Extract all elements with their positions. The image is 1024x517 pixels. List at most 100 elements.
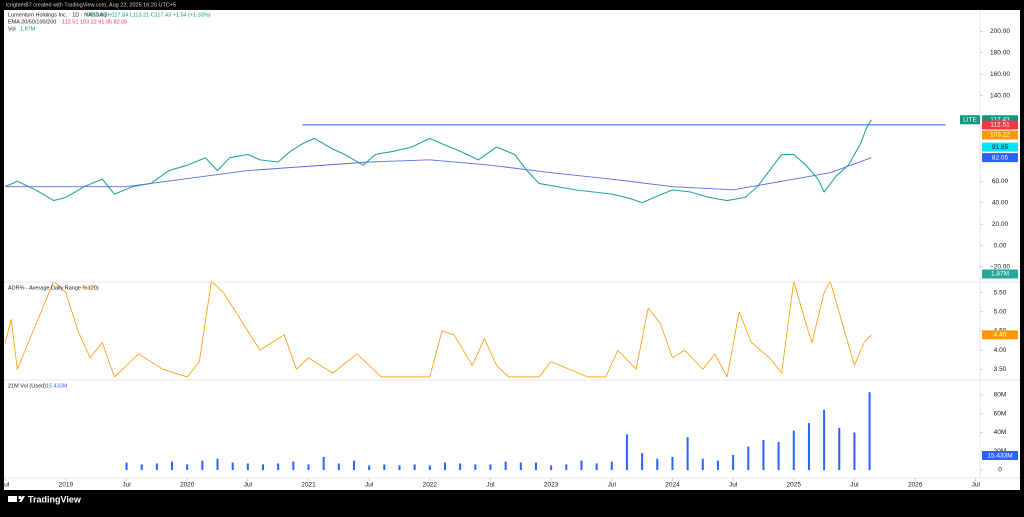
volume-bar (322, 456, 325, 471)
x-tick-label: Jul (729, 482, 738, 489)
volume-bar (853, 432, 856, 471)
indicator-value: 112.51 103.22 91.85 82.05 (62, 19, 127, 25)
volume-label-box (982, 269, 1018, 279)
volume-label-text: 1.87M (991, 271, 1009, 278)
volume-bar (641, 453, 644, 471)
x-tick-label: Jul (608, 482, 617, 489)
y-tick-label: 40.00 (992, 199, 1009, 206)
volume-bar (383, 464, 386, 471)
volume-bar (792, 430, 795, 471)
indicator-name: EMA 20/50/100/200 (8, 19, 56, 25)
symbol-title: Lumentum Holdings Inc. · 1D · NASDAQ (8, 12, 108, 18)
volume-bar (580, 460, 583, 471)
volume-bar (701, 458, 704, 471)
y-tick-label: 80M (994, 392, 1007, 399)
last-value-box (982, 330, 1018, 340)
x-tick-label: 2019 (59, 482, 74, 489)
volume-bar (292, 461, 295, 471)
symbol-tag (960, 115, 980, 125)
pane-title: ADR% - Average Daily Range % (20) (8, 285, 99, 291)
volume-bar (231, 462, 234, 471)
last-value-text: 15.433M (987, 452, 1012, 459)
volume-bar (686, 437, 689, 471)
symbol-tag-text: LITE (963, 116, 977, 123)
last-value-box (982, 451, 1018, 461)
price-label-box (982, 120, 1018, 130)
ohlc: O111.89 H117.84 L113.21 C117.43 +1.54 (+… (86, 12, 211, 18)
x-tick-label: Jul (365, 482, 374, 489)
x-tick-label: 2022 (423, 482, 438, 489)
volume-bar (732, 455, 735, 471)
volume-bar (625, 434, 628, 471)
x-tick-label: 2023 (544, 482, 559, 489)
x-tick-label: Jul (1, 482, 10, 489)
y-tick-label: 20.00 (992, 221, 1009, 228)
y-tick-label: 200.00 (990, 28, 1010, 35)
volume-bar (443, 462, 446, 471)
price-label-text: 82.05 (992, 154, 1009, 161)
chart-area (4, 10, 1020, 490)
volume-bar (595, 463, 598, 471)
volume-bar (398, 465, 401, 471)
volume-bar (155, 463, 158, 471)
volume-bar (489, 464, 492, 471)
volume-bar (140, 464, 143, 471)
y-tick-label: 4.00 (994, 347, 1007, 354)
volume-bar (838, 427, 841, 471)
volume-bar (216, 458, 219, 471)
volume-bar (807, 423, 810, 471)
price-label-box (982, 130, 1018, 140)
indicator-value: 1.87M (20, 26, 36, 32)
volume-bar (368, 465, 371, 471)
volume-bar (656, 458, 659, 471)
x-tick-label: 2026 (908, 482, 923, 489)
pane-value: 15.433M (46, 383, 68, 389)
pane-value: 4.40 (82, 285, 93, 291)
x-tick-label: 2024 (665, 482, 680, 489)
volume-bar (716, 460, 719, 471)
volume-bar (428, 465, 431, 471)
price-label-text: 117.43 (990, 116, 1010, 123)
volume-bar (534, 462, 537, 471)
volume-bar (550, 465, 553, 471)
volume-bar (125, 462, 128, 471)
y-tick-label: 5.00 (994, 309, 1007, 316)
volume-bar (777, 441, 780, 471)
y-tick-label: 180.00 (990, 49, 1010, 56)
volume-bar (868, 392, 871, 471)
price-line (4, 119, 872, 204)
price-line (5, 157, 872, 191)
indicator-name: Vol (8, 26, 16, 32)
y-tick-label: 0 (998, 467, 1002, 474)
volume-bar (171, 461, 174, 471)
y-tick-label: 5.50 (994, 289, 1007, 296)
price-label-box (982, 153, 1018, 163)
volume-bar (610, 461, 613, 471)
price-label-text: 91.85 (992, 144, 1009, 151)
x-tick-label: 2021 (301, 482, 316, 489)
x-tick-label: Jul (486, 482, 495, 489)
logo-slash (19, 496, 25, 502)
volume-bar (353, 460, 356, 471)
watermark: lcrighter87 created with TradingView.com… (6, 2, 176, 8)
y-tick-label: 60.00 (992, 178, 1009, 185)
y-tick-label: 140.00 (990, 92, 1010, 99)
volume-bar (671, 456, 674, 471)
volume-bar (747, 446, 750, 471)
x-tick-label: 2025 (787, 482, 802, 489)
y-tick-label: 3.50 (994, 366, 1007, 373)
volume-bar (307, 464, 310, 471)
volume-bar (262, 464, 265, 471)
price-label-box (982, 142, 1018, 152)
volume-bar (201, 460, 204, 471)
volume-bar (474, 464, 477, 471)
brand: TradingView (8, 494, 82, 504)
volume-bar (246, 463, 249, 471)
x-tick-label: Jul (122, 482, 131, 489)
y-tick-label: 0.00 (994, 242, 1007, 249)
logo-block (8, 496, 17, 502)
brand-name: TradingView (28, 494, 82, 504)
x-tick-label: Jul (244, 482, 253, 489)
